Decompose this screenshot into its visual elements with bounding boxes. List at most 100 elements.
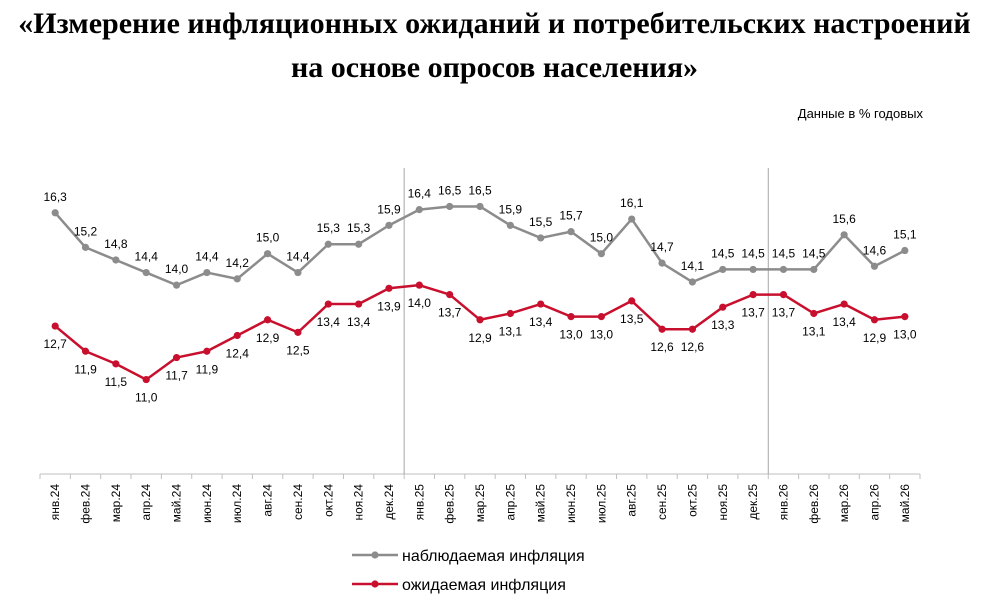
observed-inflation-data-label: 16,5 [438,183,462,197]
observed-inflation-data-label: 15,5 [529,215,553,229]
observed-inflation-point [597,250,605,258]
expected-inflation-data-label: 13,1 [499,324,523,338]
x-tick-label: июн.24 [200,484,214,523]
x-tick-label: авг.25 [625,484,639,517]
observed-inflation-data-label: 15,9 [377,202,401,216]
observed-inflation-data-label: 15,2 [74,224,98,238]
expected-inflation-data-label: 13,0 [893,328,917,342]
x-tick-label: авг.24 [261,484,275,517]
x-tick-label: мар.24 [109,484,123,523]
expected-inflation-point [688,325,697,333]
observed-inflation-data-label: 15,0 [590,231,614,245]
x-tick-label: дек.24 [382,484,396,520]
observed-inflation-point [476,202,484,211]
observed-inflation-data-label: 15,3 [317,221,341,235]
observed-inflation-point [263,250,272,258]
observed-inflation-point [810,265,818,274]
x-tick-label: май.26 [898,484,912,523]
observed-inflation-point [81,243,90,251]
units-note: Данные в % годовых [797,106,923,121]
expected-inflation-data-label: 12,9 [468,331,492,345]
x-tick-label: ноя.24 [352,484,366,521]
expected-inflation-data-label: 13,5 [620,312,644,326]
expected-inflation-point [537,300,545,308]
expected-inflation-point [385,284,393,292]
x-tick-label: май.25 [534,484,548,523]
legend-label-observed-inflation: наблюдаемая инфляция [402,548,585,565]
expected-inflation-point [203,347,211,355]
x-tick-label: май.24 [170,484,184,523]
observed-inflation-point [142,268,150,277]
observed-inflation-data-label: 16,1 [620,196,644,210]
observed-inflation-data-label: 14,2 [226,256,250,270]
expected-inflation-data-label: 13,4 [529,315,553,329]
expected-inflation-point [810,309,818,318]
observed-inflation-point [415,206,423,214]
observed-inflation-point [749,265,757,274]
observed-inflation-data-label: 14,5 [802,246,826,260]
x-tick-label: июл.24 [230,484,244,523]
chart-title-line-2: на основе опросов населения» [290,51,699,84]
x-tick-label: мар.26 [837,484,851,523]
expected-inflation-point [172,353,181,362]
expected-inflation-point [628,297,636,305]
observed-inflation-data-label: 16,5 [468,183,492,197]
observed-inflation-point [355,240,363,248]
expected-inflation-point [658,325,666,333]
expected-inflation-point [112,360,120,368]
observed-inflation-data-label: 14,4 [286,250,310,264]
observed-inflation-data-label: 14,1 [681,259,705,273]
expected-inflation-data-label: 13,0 [559,328,583,342]
observed-inflation-data-label: 16,4 [408,187,432,201]
expected-inflation-data-label: 12,9 [256,331,280,345]
x-tick-label: янв.26 [776,484,790,521]
x-tick-label: янв.25 [412,484,426,521]
observed-inflation-data-label: 14,5 [772,246,796,260]
expected-inflation-point [355,300,363,308]
x-tick-label: окт.24 [321,484,335,517]
observed-inflation-data-label: 14,5 [741,246,765,260]
observed-inflation-point [719,265,727,274]
observed-inflation-point [901,246,909,255]
x-tick-label: мар.25 [473,484,487,523]
observed-inflation-data-label: 15,7 [559,209,583,223]
expected-inflation-point [294,328,302,336]
observed-inflation-point [172,281,181,289]
expected-inflation-point [779,291,788,299]
observed-inflation-point [658,259,666,267]
observed-inflation-point [233,275,241,283]
expected-inflation-data-label: 12,6 [681,340,705,354]
expected-inflation-data-label: 13,4 [317,315,341,329]
expected-inflation-data-label: 12,6 [650,340,674,354]
expected-inflation-data-label: 11,5 [105,375,128,389]
expected-inflation-point [476,316,484,324]
observed-inflation-point [51,209,59,217]
observed-inflation-point [294,268,302,277]
observed-inflation-data-label: 14,0 [165,262,189,276]
observed-inflation-point [506,221,514,229]
expected-inflation-point [719,303,727,311]
observed-inflation-data-label: 14,7 [650,240,674,254]
observed-inflation-data-label: 15,1 [893,228,917,242]
expected-inflation-data-label: 13,3 [711,318,735,332]
expected-inflation-data-label: 14,0 [408,296,432,310]
observed-inflation-data-label: 16,3 [43,190,67,204]
observed-inflation-data-label: 14,6 [863,243,887,257]
expected-inflation-point [51,322,59,330]
expected-inflation-data-label: 13,7 [741,306,765,320]
legend-marker-observed-inflation [371,551,379,559]
legend-label-expected-inflation: ожидаемая инфляция [402,577,566,594]
observed-inflation-data-label: 15,3 [347,221,371,235]
expected-inflation-data-label: 12,9 [863,331,887,345]
x-tick-label: апр.26 [867,484,881,521]
expected-inflation-data-label: 11,7 [165,369,188,383]
observed-inflation-point [112,256,120,264]
observed-inflation-point [870,262,879,270]
expected-inflation-data-label: 11,9 [74,362,97,376]
expected-inflation-point [446,291,454,299]
expected-inflation-point [870,316,879,324]
observed-inflation-point [446,202,454,211]
legend-marker-expected-inflation [371,580,379,588]
observed-inflation-point [840,231,848,239]
